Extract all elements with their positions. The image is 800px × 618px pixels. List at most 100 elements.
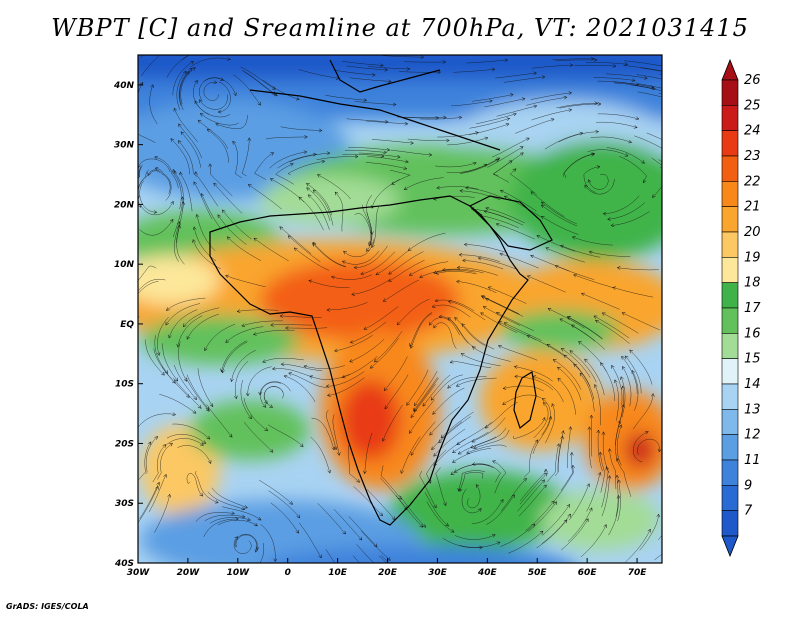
streamline: [325, 94, 367, 101]
streamline-arrowhead: [177, 224, 181, 229]
streamline-arrowhead: [247, 137, 252, 142]
streamline: [183, 307, 220, 327]
colorbar-swatch: [721, 510, 739, 537]
streamline-arrowhead: [217, 109, 222, 114]
streamline: [625, 529, 651, 563]
streamline-arrowhead: [177, 140, 182, 144]
streamline: [363, 306, 399, 330]
streamline: [199, 77, 224, 101]
streamline: [419, 470, 437, 509]
colorbar-swatch: [721, 130, 739, 157]
streamline-arrowhead: [325, 384, 330, 389]
streamline-arrowhead: [458, 252, 463, 257]
streamline: [458, 436, 497, 455]
streamline: [485, 207, 525, 224]
streamline-arrowhead: [169, 443, 174, 447]
streamline: [166, 55, 190, 78]
streamline-arrowhead: [480, 295, 485, 299]
streamline-arrowhead: [603, 524, 607, 528]
streamline: [138, 486, 159, 523]
streamline-arrowhead: [573, 273, 577, 278]
streamline-arrowhead: [667, 183, 670, 186]
colorbar-label: 19: [744, 250, 761, 265]
streamline: [435, 162, 477, 168]
streamline: [232, 140, 242, 179]
streamline: [166, 434, 206, 444]
streamline: [536, 235, 576, 252]
streamline-arrowhead: [541, 479, 545, 484]
streamline: [172, 61, 194, 96]
streamline: [138, 82, 144, 123]
streamline-arrowhead: [542, 417, 546, 421]
streamline: [438, 316, 469, 344]
streamline-arrowhead: [482, 306, 487, 310]
streamline-arrowhead: [593, 58, 598, 62]
streamline-arrowhead: [456, 441, 461, 446]
streamline: [165, 438, 204, 447]
streamline: [433, 428, 466, 457]
streamline: [430, 374, 463, 401]
streamline: [532, 416, 552, 454]
streamline-arrowhead: [504, 58, 509, 63]
streamline: [500, 478, 527, 512]
streamline-arrowhead: [477, 256, 482, 261]
streamline: [447, 376, 487, 389]
streamline-arrowhead: [312, 189, 317, 194]
streamline: [471, 499, 504, 524]
streamline-arrowhead: [569, 451, 574, 456]
streamline-arrowhead: [386, 147, 391, 152]
streamline: [346, 65, 388, 71]
streamline: [654, 553, 662, 561]
streamline-arrowhead: [571, 236, 576, 240]
streamline-arrowhead: [497, 345, 502, 349]
streamline-arrowhead: [580, 292, 585, 297]
streamline-arrowhead: [284, 326, 289, 330]
streamline-arrowhead: [422, 402, 427, 407]
streamline-arrowhead: [651, 392, 655, 397]
streamline: [527, 275, 566, 293]
streamline-arrowhead: [270, 152, 275, 156]
streamline-arrowhead: [616, 266, 621, 270]
streamline: [552, 359, 582, 390]
streamline: [555, 265, 595, 280]
streamline: [204, 514, 245, 522]
streamline-arrowhead: [635, 116, 640, 121]
streamline: [179, 71, 190, 110]
streamline: [440, 411, 474, 438]
streamline: [277, 153, 317, 169]
streamline-arrowhead: [471, 462, 476, 466]
streamline: [268, 490, 300, 519]
streamline: [153, 348, 176, 384]
streamline: [596, 121, 638, 128]
streamline-arrowhead: [492, 460, 496, 464]
streamline: [622, 366, 632, 407]
streamline: [193, 181, 213, 220]
streamline-arrowhead: [543, 401, 547, 406]
streamline: [435, 467, 447, 506]
streamline: [404, 177, 444, 190]
streamline: [176, 201, 184, 243]
streamline: [327, 377, 365, 396]
streamline-arrowhead: [131, 295, 134, 298]
streamline-arrowhead: [253, 237, 258, 242]
streamline: [567, 426, 571, 469]
streamline: [382, 279, 419, 302]
colorbar-label: 26: [744, 73, 761, 88]
streamline: [413, 377, 438, 412]
streamline: [492, 137, 530, 158]
streamline: [433, 438, 466, 466]
streamline: [496, 223, 535, 240]
streamline: [233, 536, 252, 554]
streamline-arrowhead: [496, 541, 501, 545]
streamline-arrowhead: [303, 150, 308, 155]
streamline-arrowhead: [536, 235, 541, 239]
streamline: [217, 214, 247, 245]
streamline-arrowhead: [455, 279, 460, 284]
streamline-arrowhead: [594, 383, 598, 388]
streamline-arrowhead: [403, 506, 408, 511]
streamline: [567, 507, 593, 542]
streamline-arrowhead: [252, 332, 257, 336]
streamline: [399, 495, 426, 528]
streamline: [422, 374, 451, 407]
streamline-arrowhead: [624, 153, 629, 157]
